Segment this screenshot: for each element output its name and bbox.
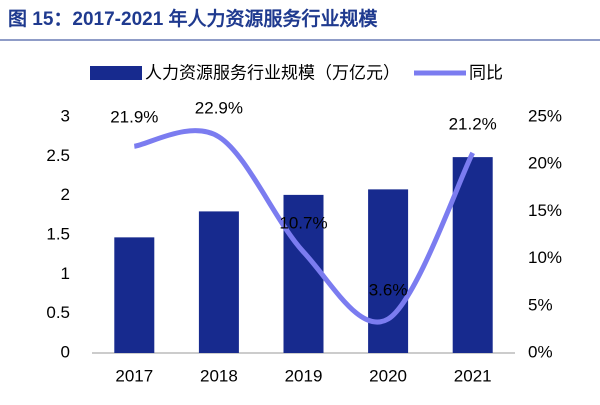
chart-title: 图 15：2017-2021 年人力资源服务行业规模 — [8, 7, 379, 30]
bar — [283, 194, 324, 353]
x-tick-label: 2021 — [454, 366, 492, 385]
y2-tick-label: 15% — [528, 201, 562, 220]
data-label: 21.9% — [110, 108, 158, 127]
legend-label: 人力资源服务行业规模（万亿元） — [145, 63, 400, 82]
data-label: 3.6% — [369, 281, 408, 300]
y-tick-label: 3 — [61, 106, 70, 125]
legend-swatch — [90, 66, 142, 80]
x-tick-label: 2019 — [285, 366, 323, 385]
x-tick-label: 2018 — [200, 366, 238, 385]
y-tick-label: 1.5 — [46, 224, 70, 243]
y-tick-label: 0 — [61, 342, 70, 361]
bar — [198, 211, 239, 353]
data-label: 10.7% — [279, 213, 327, 232]
data-label: 21.2% — [449, 114, 497, 133]
y-tick-label: 0.5 — [46, 303, 70, 322]
x-tick-label: 2017 — [115, 366, 153, 385]
y2-tick-label: 25% — [528, 106, 562, 125]
y2-tick-label: 10% — [528, 248, 562, 267]
y2-tick-label: 0% — [528, 342, 553, 361]
y2-tick-label: 20% — [528, 154, 562, 173]
y-tick-label: 2.5 — [46, 146, 70, 165]
bar — [368, 189, 409, 353]
line — [133, 128, 475, 325]
data-label: 22.9% — [195, 98, 243, 117]
x-tick-label: 2020 — [369, 366, 407, 385]
legend-label: 同比 — [469, 63, 503, 82]
y2-tick-label: 5% — [528, 295, 553, 314]
bar — [114, 237, 155, 353]
y-tick-label: 1 — [61, 264, 70, 283]
y-tick-label: 2 — [61, 185, 70, 204]
